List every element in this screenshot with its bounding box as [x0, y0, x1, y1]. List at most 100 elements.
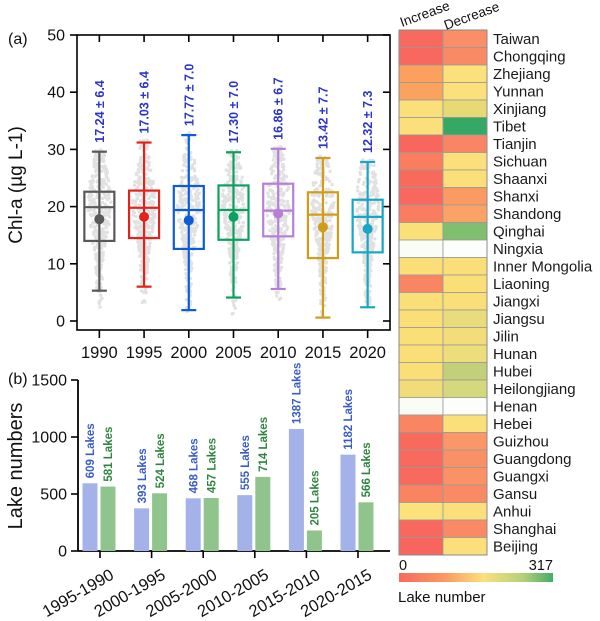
- mean-sd-annotation: 13.42 ± 7.7: [316, 86, 330, 149]
- mean-dot: [139, 211, 150, 222]
- heatmap-cell-increase-heilongjiang: [398, 379, 444, 398]
- bar-increase-1995-1990: [82, 483, 98, 551]
- heatmap-cell-decrease-inner-mongolia: [442, 257, 488, 276]
- box-iqr: [217, 184, 250, 241]
- mean-dot: [362, 223, 373, 234]
- scatter-cloud-2010: [265, 144, 291, 302]
- heatmap-cell-increase-yunnan: [398, 82, 444, 101]
- colorbar-min-label: 0: [399, 558, 407, 574]
- bar-value-label: 393 Lakes: [137, 448, 149, 503]
- heatmap-row-label: Xinjiang: [493, 101, 546, 118]
- heatmap-cell-decrease-jiangsu: [442, 309, 488, 328]
- mean-sd-annotation: 17.03 ± 6.4: [138, 71, 152, 134]
- panel-a-boxplot: 0 10 20 30 40 50 1990 1995 2000 2005 2010 2015 2020 1…: [47, 28, 391, 362]
- bar-decrease-2005-2000: [203, 497, 219, 551]
- heatmap-row-label: Guangxi: [493, 468, 549, 485]
- y-tick-label: 40: [47, 85, 65, 102]
- x-tick-label: 2015: [305, 344, 342, 362]
- bar-value-label: 468 Lakes: [188, 438, 200, 493]
- heatmap-cell-increase-qinghai: [398, 222, 444, 241]
- heatmap-row-label: Shanghai: [493, 521, 556, 538]
- heatmap-row-label: Hubei: [493, 363, 532, 380]
- heatmap-row-label: Guangdong: [493, 451, 571, 468]
- heatmap-cell-decrease-jiangxi: [442, 292, 488, 311]
- box-iqr: [351, 198, 384, 254]
- heatmap-row-label: Sichuan: [493, 153, 547, 170]
- heatmap-cell-increase-hunan: [398, 344, 444, 363]
- x-tick-label: 1995: [126, 344, 163, 362]
- heatmap-row-label: Tibet: [493, 118, 527, 135]
- bar-increase-2015-2010: [288, 429, 304, 551]
- heatmap-cell-decrease-beijing: [442, 537, 488, 556]
- heatmap-row-label: Shandong: [493, 206, 561, 223]
- heatmap-row-label: Gansu: [493, 486, 537, 503]
- x-tick-label: 2010: [260, 344, 297, 362]
- heatmap-cell-decrease-guangdong: [442, 449, 488, 468]
- heatmap-row-label: Taiwan: [493, 31, 540, 48]
- heatmap-row-label: Hebei: [493, 416, 532, 433]
- heatmap-row-label: Jiangxi: [493, 293, 540, 310]
- heatmap-cell-decrease-guangxi: [442, 467, 488, 486]
- heatmap-row-label: Jilin: [493, 328, 519, 345]
- province-heatmap: TaiwanChongqingZhejiangYunnanXinjiangTib…: [398, 29, 593, 582]
- panel-b-label: (b): [8, 371, 28, 388]
- heatmap-row-label: Beijing: [493, 538, 538, 555]
- heatmap-row-label: Qinghai: [493, 223, 545, 240]
- heatmap-cell-increase-hubei: [398, 362, 444, 381]
- x-tick-label: 2000: [170, 344, 207, 362]
- heatmap-cell-increase-shanghai: [398, 519, 444, 538]
- heatmap-cell-decrease-sichuan: [442, 152, 488, 171]
- heatmap-cell-increase-henan: [398, 397, 444, 416]
- bar-decrease-2010-2005: [255, 476, 271, 551]
- bar-value-label: 1387 Lakes: [292, 363, 304, 424]
- y-tick-label: 1500: [31, 373, 67, 390]
- heatmap-cell-decrease-xinjiang: [442, 99, 488, 118]
- boxplot-2015: 13.42 ± 7.7: [306, 86, 340, 319]
- heatmap-row-label: Anhui: [493, 503, 531, 520]
- heatmap-cell-increase-ningxia: [398, 239, 444, 258]
- bar-value-label: 609 Lakes: [85, 423, 97, 478]
- heatmap-cell-decrease-tibet: [442, 117, 488, 136]
- bar-value-label: 714 Lakes: [258, 417, 270, 472]
- heatmap-row-label: Zhejiang: [493, 66, 551, 83]
- box-iqr: [172, 184, 205, 251]
- bar-increase-2010-2005: [237, 495, 253, 551]
- heatmap-border: [398, 29, 488, 556]
- heatmap-cell-increase-jiangsu: [398, 309, 444, 328]
- heatmap-row-label: Ningxia: [493, 241, 544, 258]
- heatmap-cell-increase-chongqing: [398, 47, 444, 66]
- heatmap-cell-decrease-liaoning: [442, 274, 488, 293]
- heatmap-cell-decrease-zhejiang: [442, 64, 488, 83]
- heatmap-cell-increase-jilin: [398, 327, 444, 346]
- boxplot-2020: 12.32 ± 7.3: [351, 90, 384, 309]
- bar-increase-2020-2015: [340, 454, 356, 551]
- mean-sd-annotation: 17.30 ± 7.0: [227, 81, 241, 144]
- heatmap-row-label: Tianjin: [493, 136, 537, 153]
- heatmap-cell-decrease-chongqing: [442, 47, 488, 66]
- heatmap-row-label: Guizhou: [493, 433, 549, 450]
- box-iqr: [127, 189, 161, 240]
- heatmap-row-label: Chongqing: [493, 48, 566, 65]
- heatmap-cell-increase-shandong: [398, 204, 444, 223]
- y-tick-label: 50: [47, 28, 65, 45]
- heatmap-cell-decrease-yunnan: [442, 82, 488, 101]
- heatmap-cell-decrease-shandong: [442, 204, 488, 223]
- bar-increase-2000-1995: [134, 508, 150, 551]
- mean-dot: [273, 208, 284, 219]
- heatmap-row-label: Jiangsu: [493, 311, 545, 328]
- mean-dot: [317, 222, 328, 233]
- y-tick-label: 10: [47, 256, 65, 273]
- heatmap-cell-increase-taiwan: [398, 29, 444, 48]
- boxplot-1995: 17.03 ± 6.4: [127, 71, 161, 288]
- heatmap-cell-decrease-shanxi: [442, 187, 488, 206]
- y-tick-label: 500: [40, 487, 67, 504]
- heatmap-cell-increase-guangxi: [398, 467, 444, 486]
- heatmap-cell-decrease-anhui: [442, 502, 488, 521]
- boxplot-1990: 17.24 ± 6.4: [83, 80, 116, 292]
- heatmap-cell-decrease-jilin: [442, 327, 488, 346]
- heatmap-cell-increase-inner-mongolia: [398, 257, 444, 276]
- y-tick-label: 30: [47, 142, 65, 159]
- y-tick-label: 0: [56, 314, 65, 331]
- heatmap-cell-decrease-ningxia: [442, 239, 488, 258]
